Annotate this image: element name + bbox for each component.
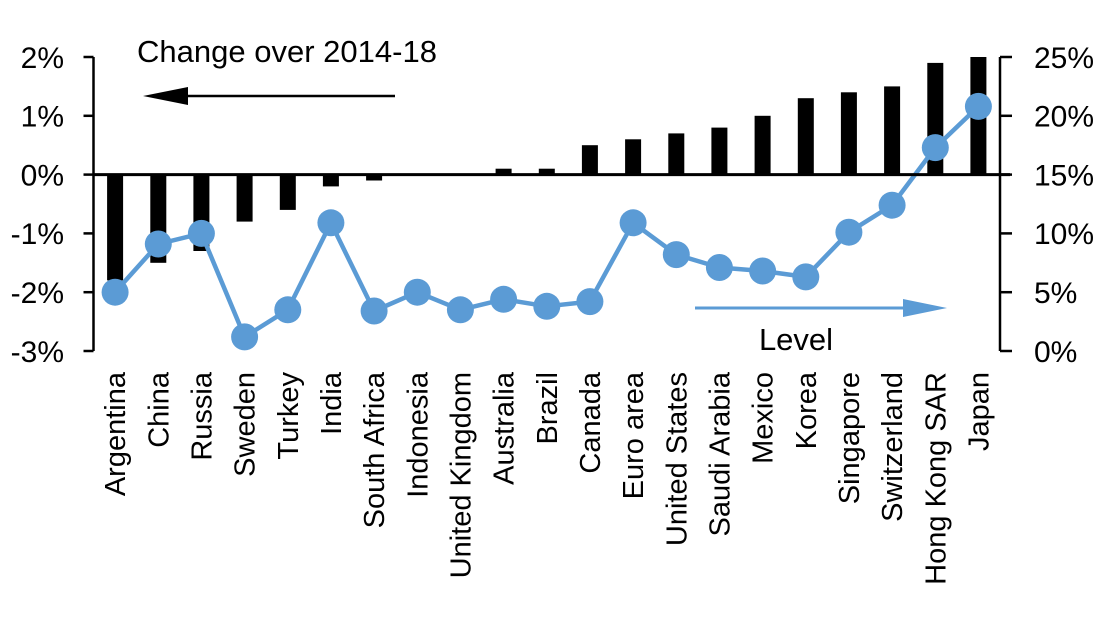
level-arrow-head (903, 299, 947, 317)
bar-brazil (538, 168, 555, 175)
left-tick-label: -2% (11, 277, 64, 310)
right-axis-ticks: 25% 20% 15% 10% 5% 0% (1000, 42, 1094, 369)
category-label-euro-area: Euro area (618, 371, 650, 499)
category-label-korea: Korea (791, 371, 823, 449)
bar-switzerland (884, 86, 901, 175)
right-tick-label: 0% (1034, 336, 1077, 369)
bar-sweden (236, 174, 253, 222)
right-tick-label: 5% (1034, 277, 1077, 310)
left-tick-label: 2% (21, 42, 64, 75)
level-marker-united-kingdom (446, 296, 474, 324)
right-tick-label: 10% (1034, 218, 1094, 251)
category-label-south-africa: South Africa (359, 371, 391, 528)
category-label-united-states: United States (661, 372, 693, 546)
level-arrow-right (695, 299, 947, 317)
level-marker-euro-area (619, 209, 647, 237)
level-marker-south-africa (360, 297, 388, 325)
level-marker-brazil (533, 292, 561, 320)
left-tick-label: 1% (21, 101, 64, 134)
level-marker-argentina (101, 278, 129, 306)
level-line-series (101, 92, 992, 351)
category-label-canada: Canada (575, 371, 607, 473)
level-marker-sweden (231, 323, 259, 351)
category-label-saudi-arabia: Saudi Arabia (704, 371, 736, 536)
bar-series (107, 57, 987, 281)
level-marker-hong-kong-sar (921, 134, 949, 162)
category-label-mexico: Mexico (748, 372, 780, 464)
change-arrow-left (143, 87, 395, 105)
left-tick-label: 0% (21, 159, 64, 192)
bar-korea (797, 98, 814, 175)
level-marker-india (317, 209, 345, 237)
category-label-argentina: Argentina (100, 371, 132, 496)
level-marker-russia (187, 219, 215, 247)
left-tick-label: -3% (11, 336, 64, 369)
bar-south-africa (366, 174, 383, 181)
category-label-india: India (316, 371, 348, 435)
category-label-hong-kong-sar: Hong Kong SAR (920, 372, 952, 585)
level-marker-japan (964, 92, 992, 120)
category-label-russia: Russia (186, 371, 218, 461)
level-marker-canada (576, 288, 604, 316)
bar-canada (581, 145, 598, 175)
bar-series-annotation-label: Change over 2014-18 (137, 34, 437, 69)
axes (92, 57, 1010, 351)
category-label-china: China (143, 371, 175, 448)
category-label-sweden: Sweden (230, 372, 262, 477)
bar-singapore (840, 92, 857, 175)
level-marker-turkey (274, 296, 302, 324)
right-tick-label: 25% (1034, 42, 1094, 75)
left-tick-label: -1% (11, 218, 64, 251)
category-label-singapore: Singapore (834, 372, 866, 504)
bar-india (322, 174, 339, 187)
category-label-switzerland: Switzerland (877, 372, 909, 522)
bar-turkey (279, 174, 296, 210)
change-arrow-head (143, 87, 188, 105)
level-series-annotation-label: Level (759, 322, 833, 357)
bar-australia (495, 168, 512, 175)
level-marker-united-states (662, 241, 690, 269)
level-marker-singapore (835, 218, 863, 246)
bar-euro-area (625, 139, 642, 175)
right-tick-label: 15% (1034, 159, 1094, 192)
level-marker-mexico (749, 257, 777, 285)
category-label-united-kingdom: United Kingdom (445, 372, 477, 578)
bar-saudi-arabia (711, 127, 728, 175)
category-label-brazil: Brazil (532, 372, 564, 445)
left-axis-ticks: 2% 1% 0% -1% -2% -3% (11, 42, 94, 369)
bar-argentina (107, 174, 124, 281)
category-label-turkey: Turkey (273, 372, 305, 460)
level-marker-china (144, 230, 172, 258)
category-label-australia: Australia (489, 371, 521, 485)
bar-united-states (668, 133, 685, 175)
category-labels: Argentina China Russia Sweden Turkey India Sou… (100, 371, 995, 585)
category-label-indonesia: Indonesia (402, 371, 434, 498)
level-marker-switzerland (878, 191, 906, 219)
bar-mexico (754, 115, 771, 175)
level-marker-saudi-arabia (705, 254, 733, 281)
category-label-japan: Japan (963, 372, 995, 451)
level-marker-korea (792, 263, 820, 291)
right-tick-label: 20% (1034, 101, 1094, 134)
level-marker-australia (490, 285, 518, 313)
level-marker-indonesia (403, 278, 431, 306)
